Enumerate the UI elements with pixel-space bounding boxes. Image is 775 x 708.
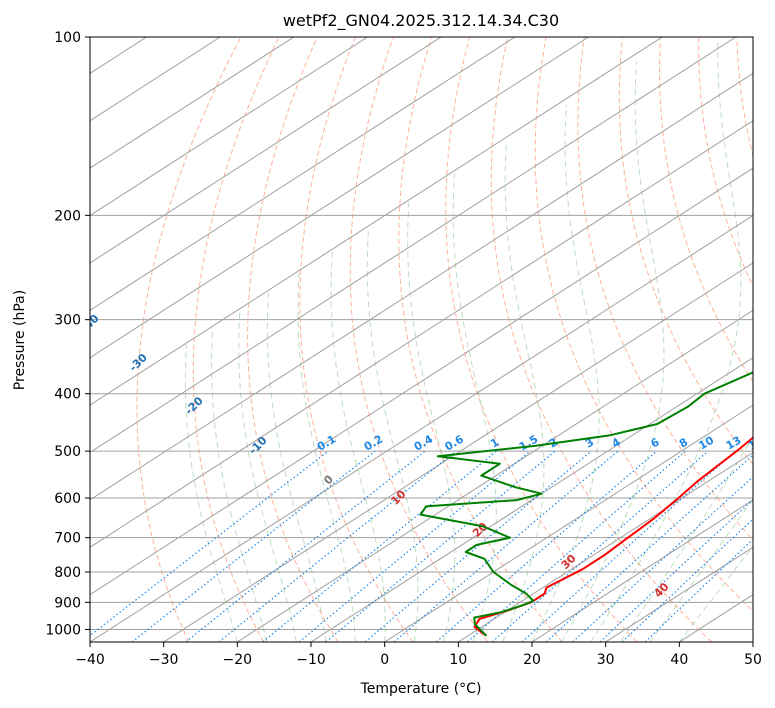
y-tick-label: 800 <box>54 565 81 581</box>
y-tick-label: 400 <box>54 387 81 403</box>
moist-adiabat <box>590 37 742 642</box>
moist-adiabat <box>211 328 268 642</box>
y-tick-label: 200 <box>54 208 81 224</box>
mixing-ratio-line <box>491 450 709 642</box>
isotherm <box>90 37 442 264</box>
moist-adiabat <box>561 61 665 642</box>
x-tick-label: 10 <box>449 652 467 668</box>
moist-adiabat <box>184 344 238 642</box>
mixing-ratio-line <box>298 450 531 642</box>
moist-adiabat <box>649 498 753 642</box>
isotherm <box>310 357 753 642</box>
moist-adiabat <box>678 545 753 642</box>
dry-adiabat <box>698 37 753 288</box>
axis-ticks: −40 −30 −20 −10 0 10 20 30 40 50 100 200 300 400 500 60… <box>45 30 762 668</box>
mixing-ratio-line <box>90 450 329 637</box>
moist-adiabat <box>330 251 386 642</box>
profiles <box>419 371 753 637</box>
x-tick-label: −40 <box>75 652 105 668</box>
isotherm <box>90 37 368 217</box>
moist-adiabat <box>619 435 753 642</box>
isotherm <box>458 451 753 642</box>
y-tick-label: 500 <box>54 444 81 460</box>
y-tick-label: 700 <box>54 531 81 547</box>
isotherm <box>163 262 753 642</box>
mixing-ratio-line <box>521 450 736 642</box>
x-tick-label: −30 <box>149 652 179 668</box>
mixing-ratio-line <box>325 450 556 642</box>
y-axis-label: Pressure (hPa) <box>12 290 28 390</box>
dry-adiabat <box>398 37 563 642</box>
mixing-ratio-line <box>185 450 426 642</box>
dry-adiabat <box>136 37 242 642</box>
y-tick-label: 600 <box>54 491 81 507</box>
isotherm <box>90 37 589 359</box>
mixing-ratio-line <box>436 450 658 642</box>
isotherm <box>90 37 516 311</box>
dry-adiabat <box>659 37 753 383</box>
y-tick-label: 300 <box>54 313 81 329</box>
x-tick-label: 0 <box>380 652 389 668</box>
plot-area <box>90 37 753 642</box>
moist-adiabat <box>297 272 356 642</box>
mixing-ratio-line <box>262 450 497 642</box>
isotherm <box>752 641 753 642</box>
mixing-ratio-line <box>644 538 753 642</box>
mixing-ratio-label: 16 <box>746 433 766 452</box>
dry-adiabat <box>534 37 753 612</box>
dewpoint-line <box>419 371 753 637</box>
x-tick-label: −20 <box>223 652 253 668</box>
isotherm <box>90 37 737 454</box>
dry-adiabat-label: -40 <box>78 312 101 335</box>
isotherm <box>90 120 753 548</box>
isotherm <box>90 37 663 406</box>
mixing-ratio-label: 20 <box>770 433 775 452</box>
background-lines <box>90 37 753 642</box>
y-tick-label: 1000 <box>45 622 81 638</box>
x-tick-label: 40 <box>670 652 688 668</box>
chart-title: wetPf2_GN04.2025.312.14.34.C30 <box>283 11 559 31</box>
dry-adiabat <box>577 37 753 541</box>
y-tick-label: 100 <box>54 30 81 46</box>
dry-adiabat-label: -60 <box>4 228 27 251</box>
x-tick-label: 20 <box>523 652 541 668</box>
isotherm <box>531 499 753 642</box>
plot-frame <box>89 36 754 643</box>
isotherm <box>90 72 753 501</box>
isotherm <box>90 167 753 596</box>
x-tick-label: −10 <box>296 652 326 668</box>
isotherm <box>90 214 753 642</box>
dry-adiabat <box>349 37 488 642</box>
x-axis-label: Temperature (°C) <box>360 681 482 697</box>
temperature-line <box>473 436 753 637</box>
moist-adiabat <box>531 104 600 642</box>
isotherm <box>237 309 753 642</box>
x-tick-label: 30 <box>597 652 615 668</box>
isotherm <box>90 37 295 169</box>
y-tick-label: 900 <box>54 595 81 611</box>
dry-adiabat <box>299 37 414 642</box>
dry-adiabat <box>247 37 339 642</box>
dry-adiabat <box>445 37 638 642</box>
dry-adiabat-label: -50 <box>38 271 61 294</box>
moist-adiabat <box>366 227 419 642</box>
x-tick-label: 50 <box>744 652 762 668</box>
isotherm <box>384 404 753 642</box>
mixing-ratio-line <box>218 450 457 642</box>
